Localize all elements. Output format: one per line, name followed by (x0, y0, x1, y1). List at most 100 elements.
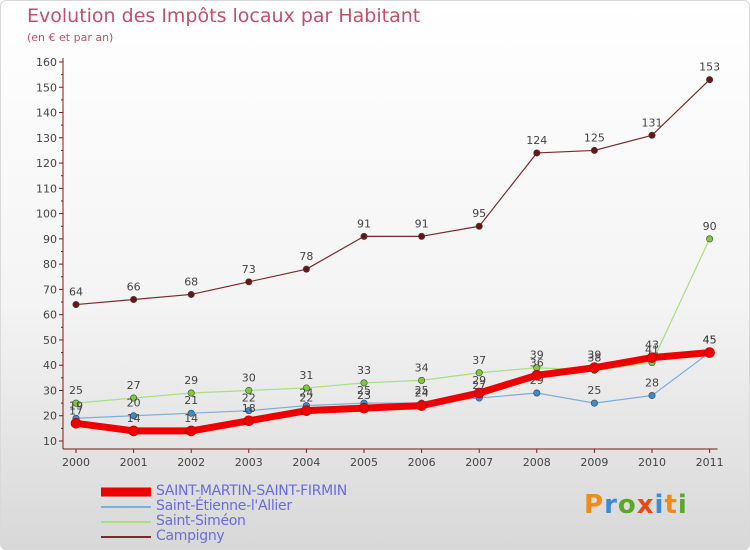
data-label: 45 (703, 334, 717, 347)
data-label: 64 (69, 286, 83, 299)
data-label: 21 (184, 394, 198, 407)
series-line (75, 351, 711, 419)
data-label: 22 (299, 392, 313, 405)
data-point (360, 379, 368, 387)
logo-letter: i (654, 490, 665, 520)
data-point (531, 370, 543, 381)
data-point (302, 265, 310, 273)
data-label: 28 (645, 377, 659, 390)
x-tick-label: 2003 (235, 456, 263, 469)
data-point (533, 149, 541, 157)
data-label: 30 (242, 371, 256, 384)
data-point (533, 389, 541, 397)
y-tick-label: 140 (36, 107, 57, 120)
data-point (243, 415, 255, 427)
data-point (245, 386, 253, 394)
logo-letter: x (636, 490, 655, 520)
y-tick-label: 160 (36, 56, 57, 69)
data-label: 23 (357, 389, 371, 402)
data-point (416, 400, 427, 411)
data-point (187, 409, 195, 417)
data-label: 31 (299, 369, 313, 382)
data-point (72, 301, 80, 309)
data-point (358, 402, 370, 414)
data-label: 66 (127, 281, 141, 294)
data-point (704, 347, 715, 358)
y-tick-label: 120 (36, 157, 57, 170)
x-tick-label: 2005 (350, 456, 378, 469)
data-label: 17 (69, 404, 83, 417)
series-line (75, 238, 711, 404)
data-label: 29 (184, 374, 198, 387)
data-label: 91 (415, 217, 429, 230)
x-tick-label: 2009 (580, 456, 608, 469)
data-label: 18 (242, 402, 256, 415)
data-point (648, 131, 656, 139)
logo-letter: r (604, 490, 618, 520)
data-label: 38 (587, 351, 601, 364)
data-point (130, 296, 138, 304)
x-tick-label: 2011 (696, 456, 724, 469)
y-tick-label: 50 (43, 334, 57, 347)
y-tick-label: 10 (43, 435, 57, 448)
legend-label-saint-simeon: Saint-Siméon (156, 513, 246, 529)
y-tick-label: 110 (36, 182, 57, 195)
data-label: 36 (530, 356, 544, 369)
data-label: 14 (127, 412, 141, 425)
legend-label-campigny: Campigny (156, 528, 225, 544)
data-point (245, 407, 253, 415)
data-point (187, 290, 195, 298)
data-point (72, 399, 80, 407)
y-tick-label: 20 (43, 410, 57, 423)
x-tick-label: 2008 (523, 456, 551, 469)
x-tick-label: 2007 (465, 456, 493, 469)
logo-letter: o (617, 490, 637, 520)
data-label: 43 (645, 339, 659, 352)
data-point (473, 387, 485, 399)
data-point (130, 394, 138, 402)
y-tick-label: 70 (43, 283, 57, 296)
data-point (590, 146, 598, 154)
data-label: 37 (472, 354, 486, 367)
data-label: 25 (415, 384, 429, 397)
series-line (72, 349, 714, 435)
data-label: 153 (699, 61, 720, 74)
data-point (475, 369, 483, 377)
proxiti-logo: Proxiti (584, 490, 688, 520)
logo-letter: i (677, 490, 688, 520)
data-label: 68 (184, 275, 198, 288)
data-point (128, 425, 139, 437)
y-tick-label: 90 (43, 233, 57, 246)
data-label: 91 (357, 217, 371, 230)
legend-swatch-saint-martin (101, 487, 151, 496)
data-label: 125 (584, 131, 605, 144)
data-label: 33 (357, 364, 371, 377)
data-point (590, 399, 598, 407)
y-tick-label: 150 (36, 81, 57, 94)
y-tick-label: 60 (43, 309, 57, 322)
data-label: 45 (703, 334, 717, 347)
data-point (245, 278, 253, 286)
x-tick-label: 2004 (292, 456, 320, 469)
data-label: 20 (127, 397, 141, 410)
data-point (418, 376, 426, 384)
data-label: 29 (472, 374, 486, 387)
data-point (185, 425, 197, 437)
data-label: 41 (645, 344, 659, 357)
y-tick-label: 100 (36, 208, 57, 221)
data-point (706, 235, 714, 243)
y-tick-label: 80 (43, 258, 57, 271)
legend-label-saint-etienne: Saint-Étienne-l'Allier (156, 498, 292, 514)
legend-label-saint-martin: SAINT-MARTIN-SAINT-FIRMIN (156, 483, 347, 499)
x-tick-label: 2010 (638, 456, 666, 469)
data-point (70, 418, 82, 429)
chart-title: Evolution des Impôts locaux par Habitant (27, 5, 421, 27)
data-label: 78 (299, 250, 313, 263)
data-label: 14 (184, 412, 198, 425)
y-tick-label: 30 (43, 384, 57, 397)
data-point (187, 389, 195, 397)
y-tick-label: 40 (43, 359, 57, 372)
data-label: 124 (526, 134, 547, 147)
